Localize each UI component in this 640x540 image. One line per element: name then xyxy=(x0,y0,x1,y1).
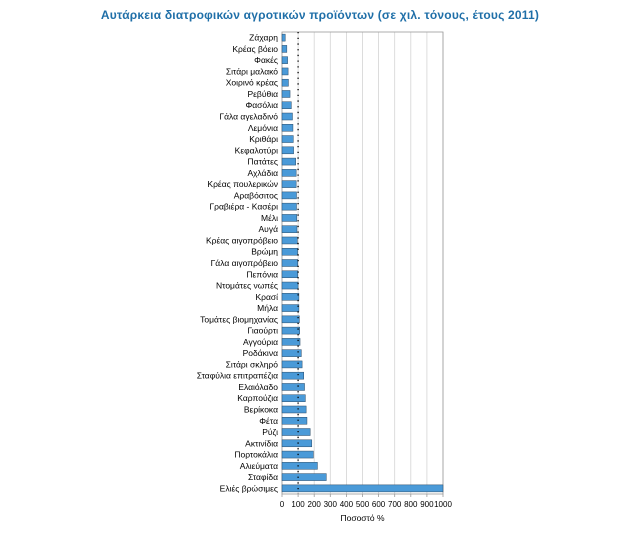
category-label-39: Σταφίδα xyxy=(248,472,278,482)
bar-18 xyxy=(281,236,298,245)
bar-26 xyxy=(281,326,300,335)
category-label-21: Πεπόνια xyxy=(246,269,278,279)
category-label-1: Κρέας βόειο xyxy=(232,44,278,54)
category-label-27: Αγγούρια xyxy=(243,337,278,347)
category-label-6: Φασόλια xyxy=(245,100,278,110)
x-tick-label-1000: 1000 xyxy=(434,500,452,509)
category-label-3: Σιτάρι μαλακό xyxy=(226,66,278,76)
x-tick-label-900: 900 xyxy=(420,500,434,509)
bar-30 xyxy=(281,371,304,380)
bar-23 xyxy=(281,293,300,301)
category-label-2: Φακές xyxy=(254,55,278,65)
x-tick-label-300: 300 xyxy=(324,500,338,509)
bar-3 xyxy=(281,67,289,76)
bar-19 xyxy=(281,247,298,256)
category-label-9: Κριθάρι xyxy=(249,134,278,144)
bar-40 xyxy=(281,484,444,493)
bar-16 xyxy=(281,214,298,222)
category-label-33: Βερίκοκα xyxy=(244,404,278,414)
x-tick-label-200: 200 xyxy=(308,500,322,509)
category-label-25: Τομάτες βιομηχανίας xyxy=(200,314,278,324)
bar-12 xyxy=(281,169,297,177)
bar-1 xyxy=(281,45,288,53)
category-label-14: Αραβόσιτος xyxy=(234,190,278,200)
bar-22 xyxy=(281,281,299,290)
bar-28 xyxy=(281,349,302,357)
x-tick-label-700: 700 xyxy=(388,500,402,509)
category-label-16: Μέλι xyxy=(261,213,278,223)
category-label-32: Καρπούζια xyxy=(237,393,278,403)
category-label-36: Ακτινίδια xyxy=(245,438,278,448)
bar-7 xyxy=(281,112,293,121)
category-label-23: Κρασί xyxy=(255,292,278,302)
bar-4 xyxy=(281,78,289,87)
x-tick-label-600: 600 xyxy=(372,500,386,509)
bar-5 xyxy=(281,90,291,98)
category-label-11: Πατάτες xyxy=(248,157,278,167)
chart-title: Αυτάρκεια διατροφικών αγροτικών προϊόντω… xyxy=(100,8,540,22)
bar-39 xyxy=(281,473,327,481)
bar-38 xyxy=(281,462,318,470)
bar-21 xyxy=(281,270,299,279)
category-label-40: Ελιές βρώσιμες xyxy=(220,483,278,493)
x-axis-title: Ποσοστό % xyxy=(340,513,385,523)
x-tick-label-800: 800 xyxy=(404,500,418,509)
category-label-10: Κεφαλοτύρι xyxy=(235,145,278,155)
category-label-18: Κρέας αιγοπρόβειο xyxy=(206,235,278,245)
x-tick-label-500: 500 xyxy=(356,500,370,509)
bar-13 xyxy=(281,180,297,188)
bar-20 xyxy=(281,259,299,267)
bar-10 xyxy=(281,146,294,155)
bar-29 xyxy=(281,360,303,369)
category-label-7: Γάλα αγελαδινό xyxy=(219,112,278,122)
x-tick-label-400: 400 xyxy=(340,500,354,509)
category-label-31: Ελαιόλαδο xyxy=(238,382,278,392)
bar-6 xyxy=(281,101,292,109)
x-tick-label-0: 0 xyxy=(280,500,285,509)
bar-25 xyxy=(281,315,300,324)
category-label-29: Σιτάρι σκληρό xyxy=(226,359,279,369)
category-label-17: Αυγά xyxy=(259,224,279,234)
category-label-30: Σταφύλια επιτραπέζια xyxy=(197,371,278,381)
category-label-34: Φέτα xyxy=(259,416,278,426)
bar-0 xyxy=(281,33,286,42)
category-label-4: Χοιρινό κρέας xyxy=(226,78,278,88)
category-label-13: Κρέας πουλερικών xyxy=(207,179,278,189)
category-label-20: Γάλα αιγοπρόβειο xyxy=(211,258,279,268)
bar-9 xyxy=(281,135,294,143)
category-label-26: Γιαούρτι xyxy=(248,326,279,336)
category-label-5: Ρεβύθια xyxy=(247,89,278,99)
bar-17 xyxy=(281,225,298,233)
bar-15 xyxy=(281,202,297,211)
category-label-12: Αχλάδια xyxy=(247,168,278,178)
category-label-28: Ροδάκινα xyxy=(243,348,278,358)
category-label-0: Ζάχαρη xyxy=(249,33,278,43)
bar-32 xyxy=(281,394,306,402)
bar-24 xyxy=(281,304,300,312)
bar-31 xyxy=(281,383,305,391)
category-label-22: Ντομάτες νωπές xyxy=(216,281,278,291)
bar-11 xyxy=(281,157,296,166)
category-label-8: Λεμόνια xyxy=(248,123,278,133)
category-label-37: Πορτοκάλια xyxy=(234,450,278,460)
category-label-38: Αλιεύματα xyxy=(240,461,278,471)
bar-34 xyxy=(281,417,308,425)
category-label-15: Γραβιέρα - Κασέρι xyxy=(209,202,278,212)
bar-27 xyxy=(281,338,301,346)
bar-33 xyxy=(281,405,307,414)
bar-35 xyxy=(281,428,311,436)
bar-2 xyxy=(281,56,288,64)
category-label-35: Ρύζι xyxy=(262,427,278,437)
bar-36 xyxy=(281,439,313,448)
category-label-24: Μήλα xyxy=(257,303,278,313)
x-tick-label-100: 100 xyxy=(291,500,305,509)
bar-8 xyxy=(281,124,294,132)
bar-14 xyxy=(281,191,297,200)
category-label-19: Βρώμη xyxy=(251,247,278,257)
